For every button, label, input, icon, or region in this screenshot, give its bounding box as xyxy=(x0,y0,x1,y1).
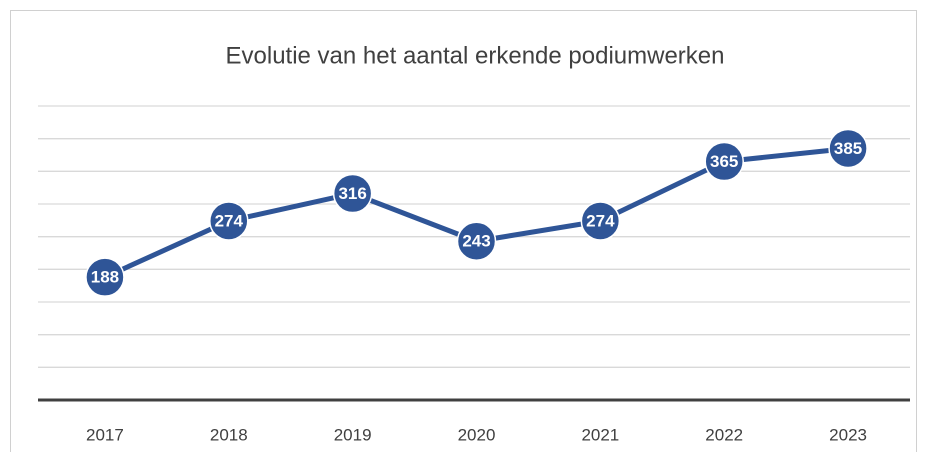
marker xyxy=(704,141,744,182)
x-tick-label: 2019 xyxy=(334,425,372,444)
marker xyxy=(85,257,125,297)
marker xyxy=(456,221,497,261)
marker xyxy=(332,173,373,214)
chart-title: Evolutie van het aantal erkende podiumwe… xyxy=(226,42,725,69)
data-label: 365 xyxy=(710,152,738,171)
x-tick-label: 2020 xyxy=(458,425,496,444)
data-label: 274 xyxy=(586,211,615,230)
data-label: 243 xyxy=(462,232,490,251)
data-label: 316 xyxy=(338,184,366,203)
x-tick-label: 2023 xyxy=(829,425,867,444)
marker xyxy=(580,201,621,241)
data-label: 385 xyxy=(834,139,862,158)
x-tick-label: 2018 xyxy=(210,425,248,444)
data-label: 188 xyxy=(91,268,119,287)
x-tick-label: 2022 xyxy=(705,425,743,444)
marker xyxy=(828,128,868,169)
data-label: 274 xyxy=(215,211,244,230)
x-tick-label: 2021 xyxy=(581,425,619,444)
marker xyxy=(209,201,249,241)
x-tick-label: 2017 xyxy=(86,425,124,444)
